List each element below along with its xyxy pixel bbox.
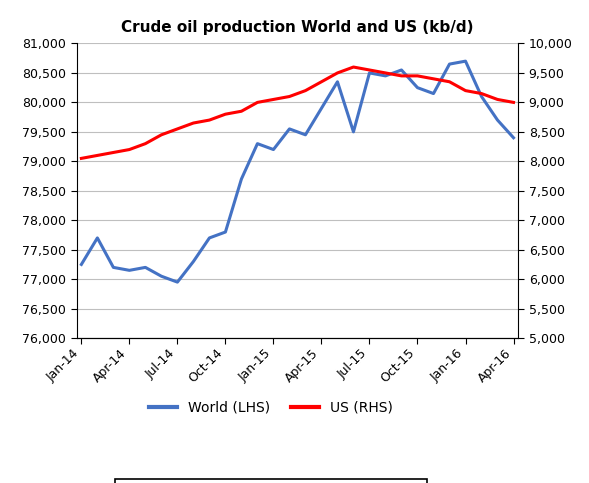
Title: Crude oil production World and US (kb/d): Crude oil production World and US (kb/d): [121, 20, 474, 35]
Legend: World (LHS), US (RHS): World (LHS), US (RHS): [144, 396, 398, 421]
